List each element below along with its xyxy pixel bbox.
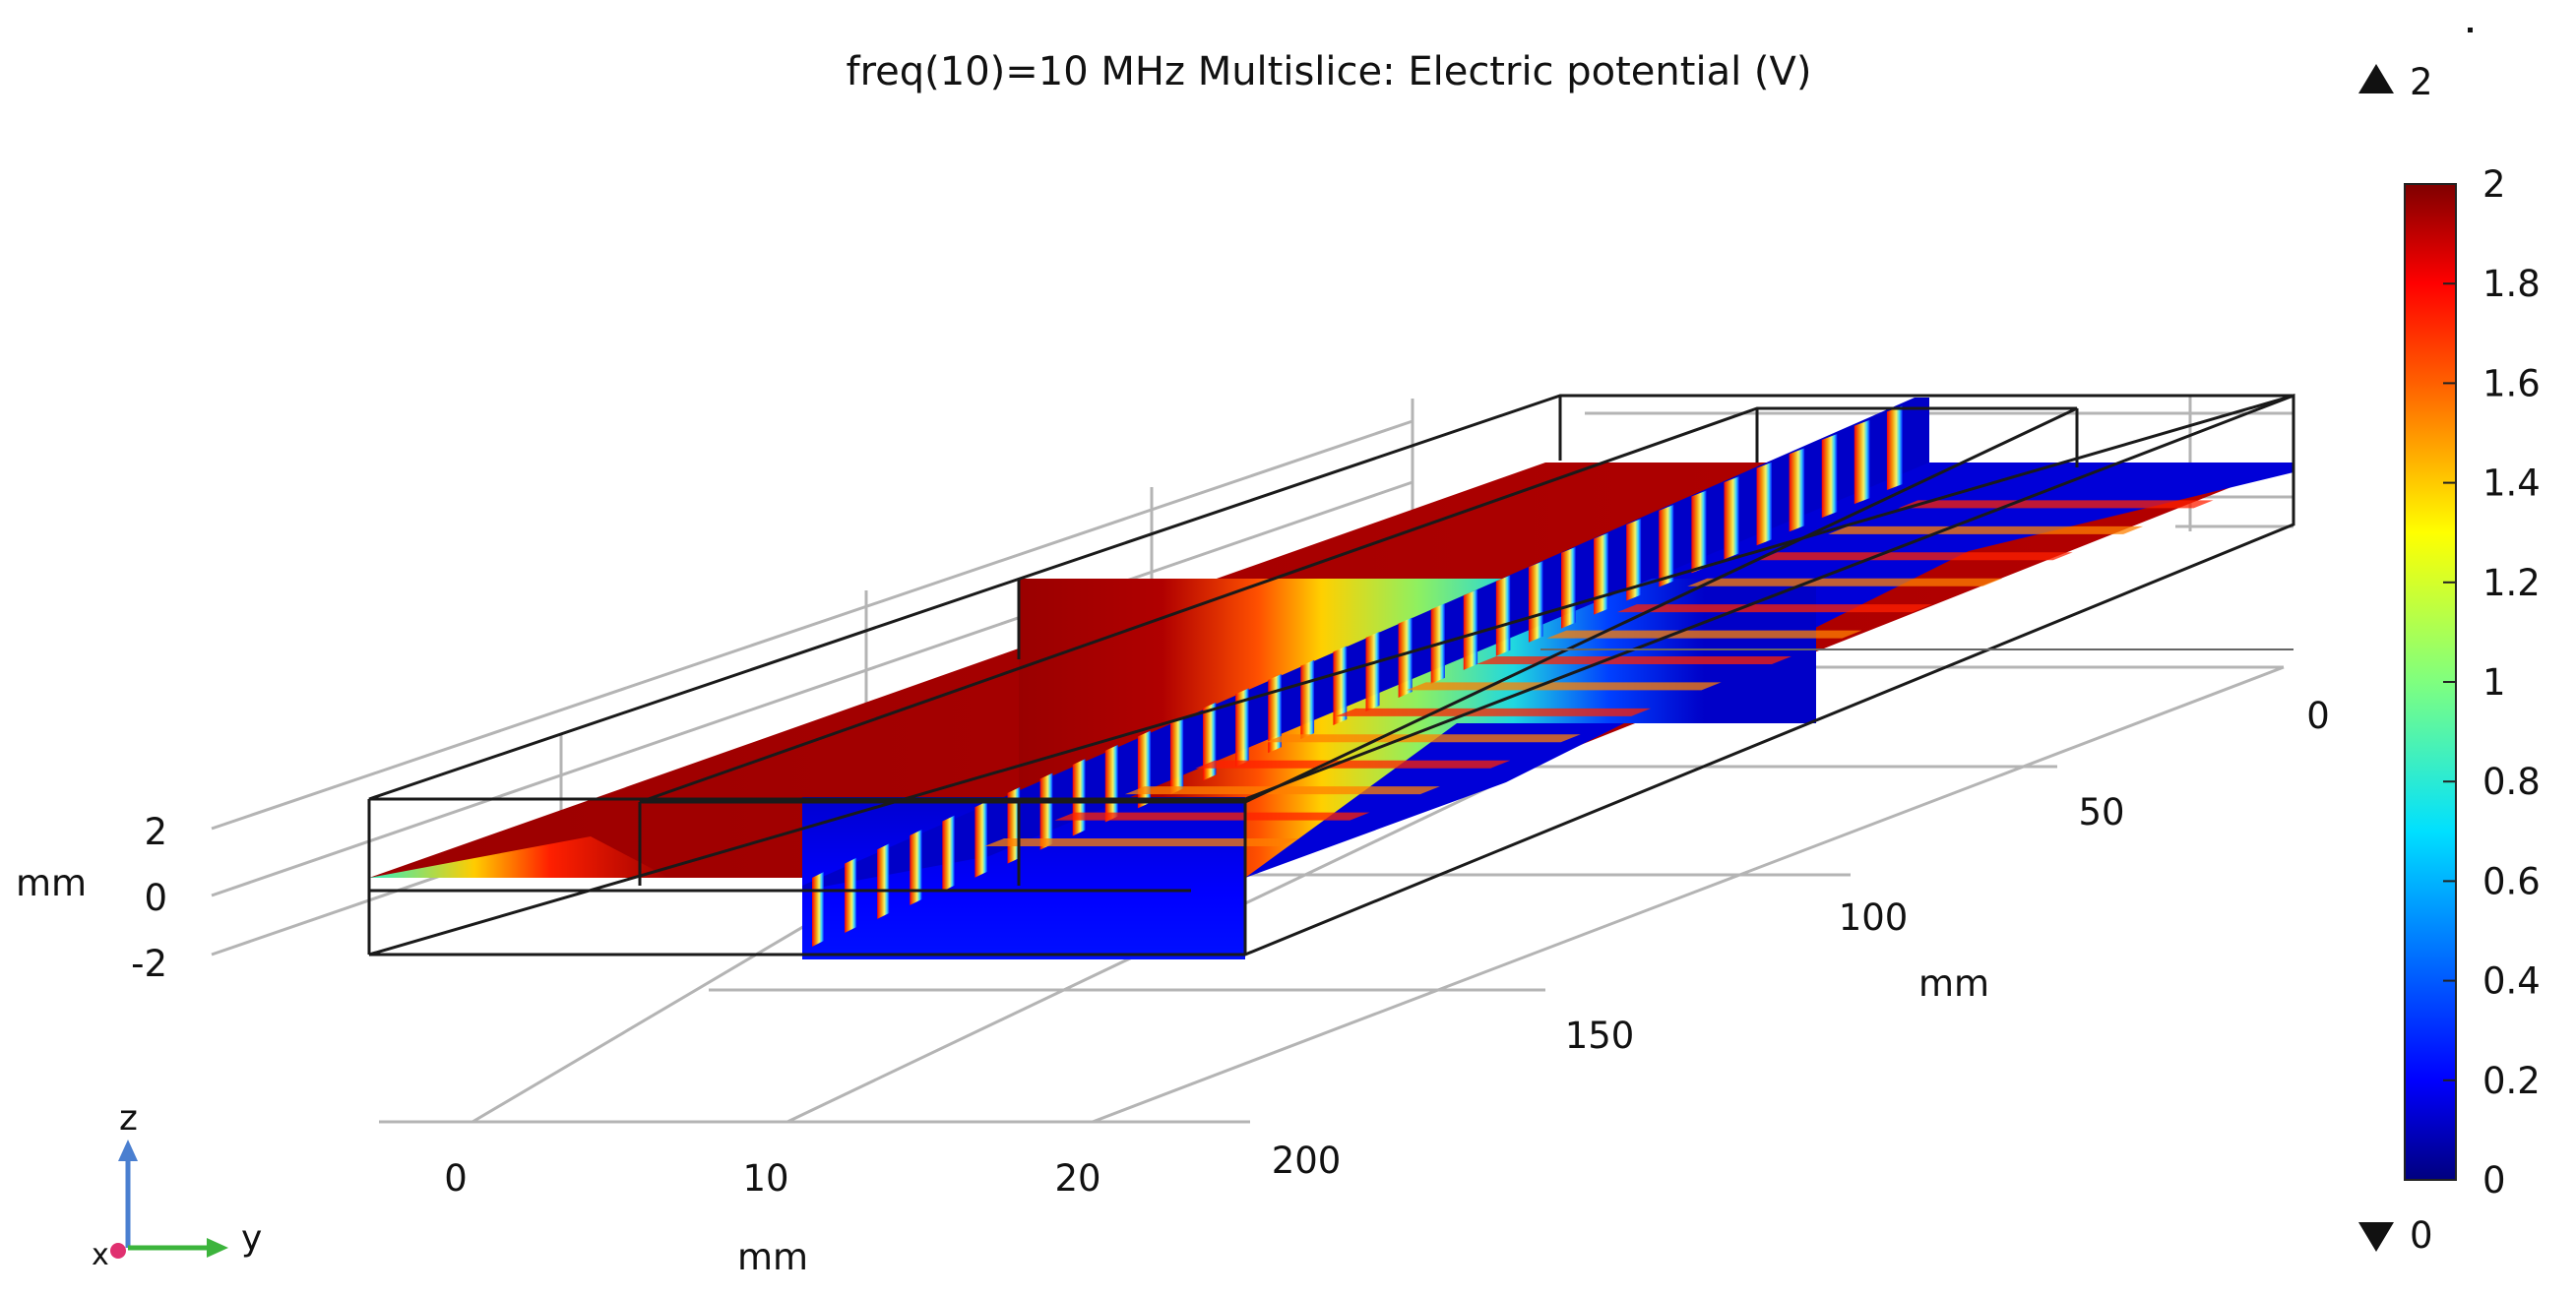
left-edge-tip (369, 836, 669, 878)
wave-stripe (1724, 476, 1739, 560)
wave-stripe (1463, 588, 1478, 670)
wave-stripe (1365, 632, 1380, 711)
axis-triad: z y x (92, 1098, 262, 1272)
z-tick-label: 2 (144, 811, 167, 853)
wave-stripe (1300, 659, 1315, 740)
min-marker-icon (2358, 1222, 2394, 1252)
y-tick-label: 0 (2306, 695, 2330, 737)
potential-band (1265, 734, 1581, 743)
wave-stripe (1235, 688, 1249, 768)
triad-y-arrowhead-icon (207, 1238, 228, 1258)
max-marker-label: 2 (2410, 61, 2433, 103)
potential-band (1546, 630, 1862, 639)
colorbar-tick-label: 2 (2482, 163, 2506, 206)
wave-stripe (974, 801, 988, 878)
potential-band (1336, 708, 1652, 716)
y-tick-label: 50 (2078, 791, 2124, 833)
wave-stripe (1626, 519, 1642, 601)
z-tick-label: -2 (131, 943, 167, 985)
wave-stripe (1789, 448, 1805, 532)
triad-z-label: z (119, 1098, 138, 1139)
colorbar-tick-label: 0.6 (2482, 860, 2541, 902)
wave-stripe (845, 857, 857, 933)
x-axis: 0 10 20 mm (444, 1157, 1100, 1278)
colorbar-tick-label: 1.8 (2482, 263, 2541, 305)
wave-stripe (1495, 575, 1511, 656)
wave-stripe (1561, 546, 1576, 629)
colorbar: 2 1.8 1.6 1.4 1.2 1 0.8 0.6 0.4 0.2 0 2 0 (2358, 61, 2541, 1257)
z-axis-label: mm (16, 862, 87, 904)
potential-band (1828, 525, 2144, 534)
potential-band (1616, 604, 1932, 613)
x-tick-label: 0 (444, 1157, 468, 1200)
colorbar-tick-label: 0.4 (2482, 960, 2541, 1003)
x-tick-label: 10 (742, 1157, 788, 1200)
wave-stripe (1104, 744, 1118, 823)
triad-x-dot-icon (110, 1243, 126, 1259)
x-axis-label: mm (737, 1236, 808, 1278)
wave-stripe (1398, 617, 1413, 698)
potential-band (1898, 500, 2214, 509)
wave-stripe (1821, 434, 1838, 519)
min-marker-label: 0 (2410, 1214, 2433, 1257)
x-tick-label: 20 (1054, 1157, 1100, 1200)
wave-stripe (910, 829, 922, 905)
top-slice-bands (984, 500, 2214, 846)
wave-stripe (1528, 561, 1543, 643)
potential-band (1054, 812, 1370, 821)
max-marker-icon (2358, 64, 2394, 93)
colorbar-tick-label: 1.4 (2482, 463, 2541, 505)
y-tick-label: 200 (1272, 1140, 1342, 1182)
wave-stripe (1137, 730, 1152, 809)
wave-stripe (812, 872, 824, 947)
y-tick-label: 100 (1839, 896, 1909, 939)
geometry-edges (367, 394, 2295, 957)
corner-dot (2468, 28, 2473, 32)
triad-z-arrowhead-icon (118, 1140, 138, 1161)
wave-stripe (1333, 646, 1348, 726)
wave-stripe (1853, 419, 1870, 505)
wave-stripe (1691, 490, 1707, 574)
potential-band (1124, 786, 1440, 795)
wave-stripe (1203, 702, 1217, 781)
triad-x-label: x (92, 1238, 109, 1272)
wave-stripe (1169, 716, 1184, 795)
wave-stripe (877, 843, 890, 919)
wave-stripe (1756, 462, 1772, 546)
z-tick-label: 0 (144, 877, 167, 919)
wave-stripe (1039, 772, 1053, 850)
potential-band (1687, 578, 2003, 586)
wave-stripe (1659, 504, 1674, 587)
potential-band (1406, 682, 1722, 691)
wave-stripe (1886, 405, 1903, 491)
colorbar-tick-label: 0.2 (2482, 1060, 2541, 1102)
colorbar-tick-label: 1 (2482, 661, 2506, 704)
potential-band (984, 838, 1299, 846)
colorbar-tick-label: 0.8 (2482, 761, 2541, 803)
wave-stripe (1072, 759, 1086, 836)
colorbar-tick-label: 0 (2482, 1159, 2506, 1202)
potential-band (1195, 760, 1511, 769)
colorbar-tick-label: 1.2 (2482, 562, 2541, 604)
colorbar-tick-label: 1.6 (2482, 362, 2541, 404)
wave-stripe (942, 815, 955, 892)
z-axis: 2 0 -2 mm (16, 811, 167, 985)
y-axis-label: mm (1918, 962, 1989, 1005)
colorbar-ticks: 2 1.8 1.6 1.4 1.2 1 0.8 0.6 0.4 0.2 0 (2443, 163, 2541, 1202)
y-tick-label: 150 (1565, 1015, 1635, 1057)
potential-band (1757, 552, 2073, 561)
potential-band (1476, 656, 1791, 664)
wave-stripe (1594, 532, 1608, 615)
triad-y-label: y (241, 1218, 262, 1259)
chart-title: freq(10)=10 MHz Multislice: Electric pot… (847, 49, 1812, 94)
y-axis: 0 50 100 150 200 mm (1272, 695, 2330, 1182)
